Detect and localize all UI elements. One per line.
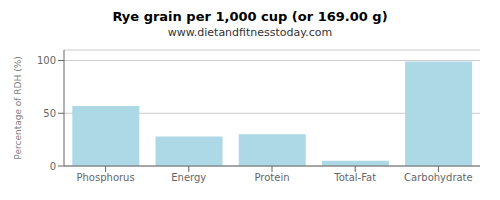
svg-text:100: 100 [37,55,56,66]
svg-text:Percentage of RDH (%): Percentage of RDH (%) [13,56,23,159]
html-text:Rye grain per 1,000 cup (or 16: Rye grain per 1,000 cup (or 169.00 g) [112,9,388,24]
html-text:www.dietandfitnesstoday.com: www.dietandfitnesstoday.com [167,26,333,39]
svg-text:Carbohydrate: Carbohydrate [404,172,473,183]
svg-text:0: 0 [50,161,56,172]
svg-text:Phosphorus: Phosphorus [77,172,135,183]
svg-text:50: 50 [43,108,56,119]
svg-text:Total-Fat: Total-Fat [333,172,376,183]
svg-text:Protein: Protein [254,172,289,183]
svg-text:Energy: Energy [171,172,206,183]
